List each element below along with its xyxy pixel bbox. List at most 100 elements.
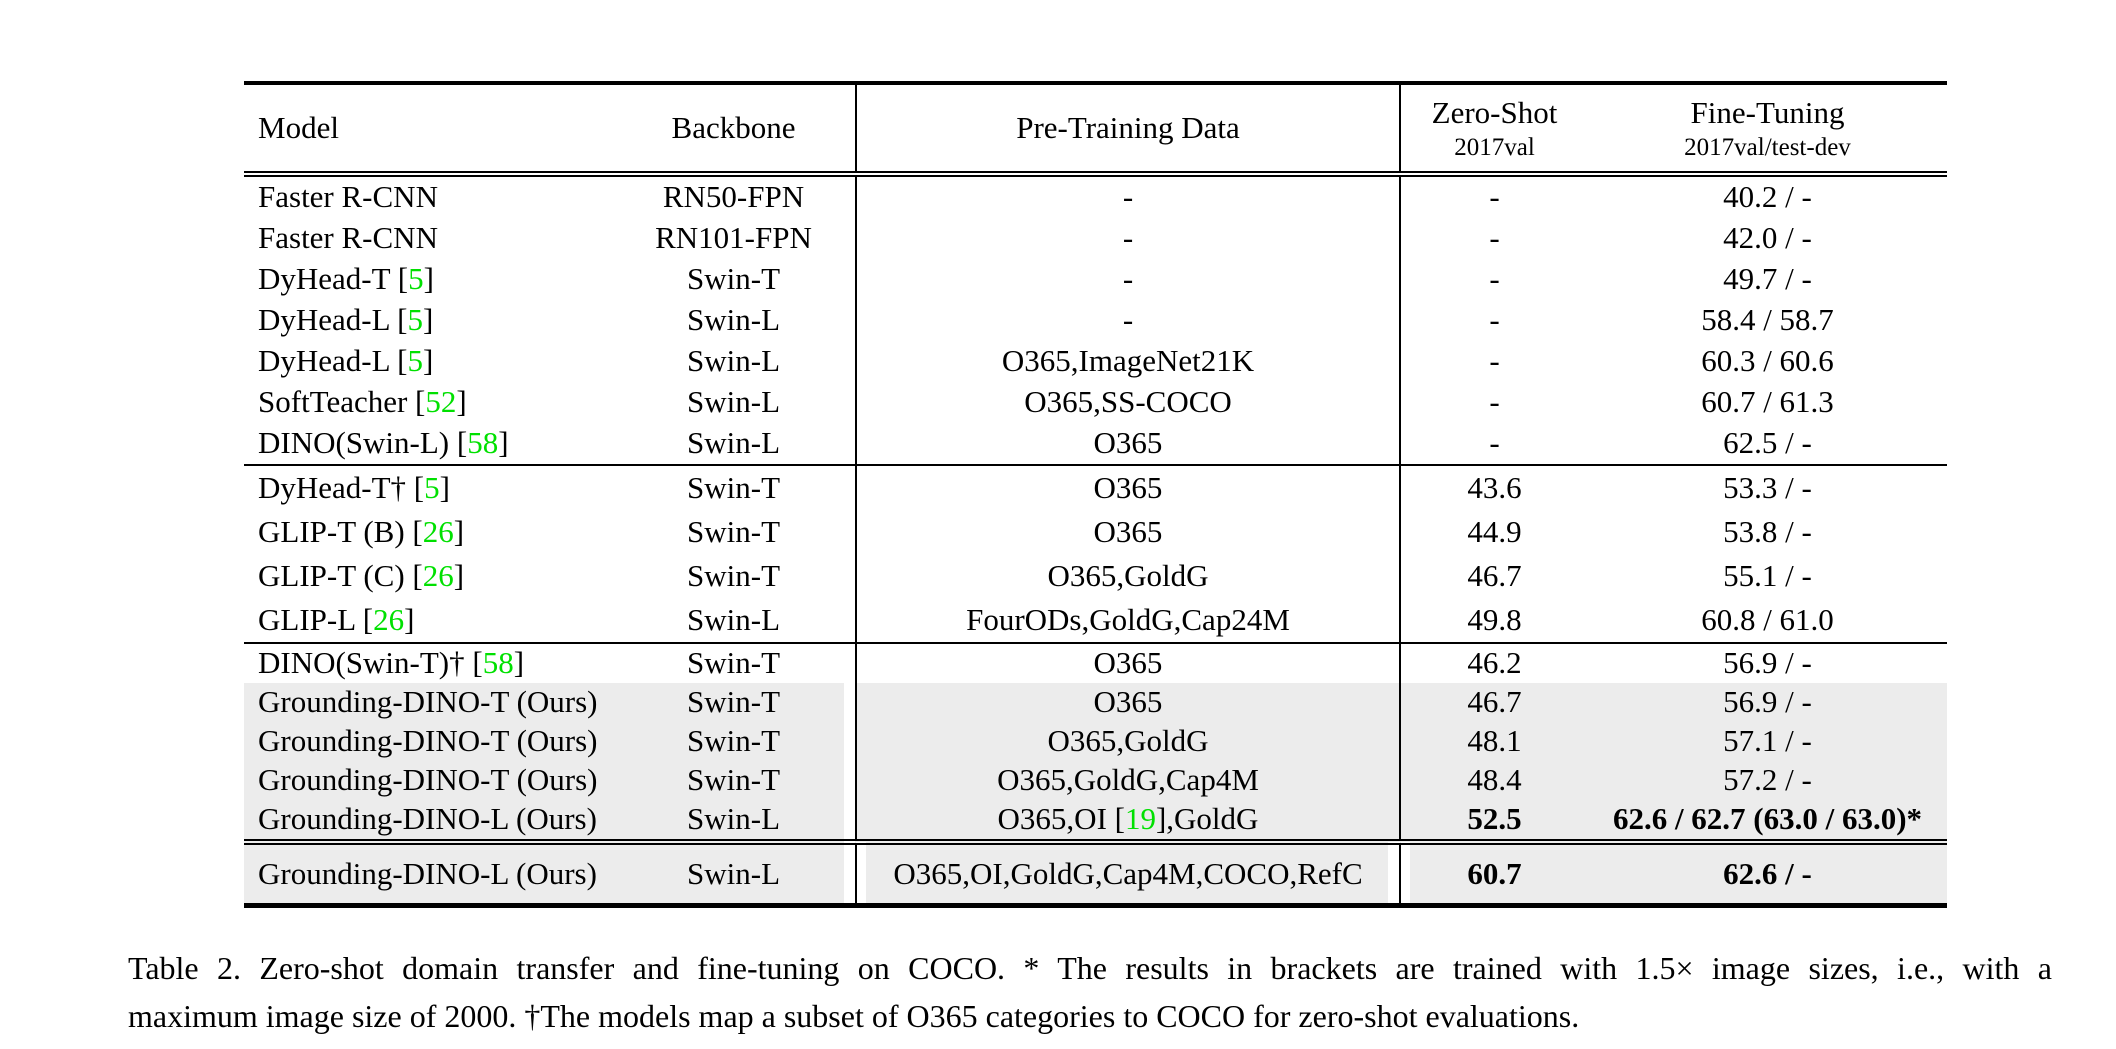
citation-link[interactable]: 26: [422, 557, 454, 593]
table-row: DyHead-T† [5] Swin-T O365 43.6 53.3 / -: [244, 465, 1947, 510]
backbone-cell: Swin-L: [687, 425, 780, 461]
table-row: GLIP-T (B) [26] Swin-T O365 44.9 53.8 / -: [244, 510, 1947, 554]
backbone-cell: Swin-L: [687, 343, 780, 379]
finetune-cell: 40.2 / -: [1723, 179, 1812, 215]
finetune-cell: 62.5 / -: [1723, 425, 1812, 461]
finetune-cell: 58.4 / 58.7: [1701, 302, 1834, 338]
model-cell: GLIP-T (B) [26]: [258, 513, 465, 549]
backbone-cell: Swin-T: [612, 683, 856, 722]
backbone-cell: Swin-T: [612, 722, 856, 761]
citation-link[interactable]: 5: [407, 302, 423, 338]
zeroshot-cell: -: [1399, 382, 1588, 423]
backbone-cell: Swin-T: [612, 761, 856, 800]
citation-link[interactable]: 5: [407, 343, 423, 379]
table-row: Grounding-DINO-T (Ours) Swin-T O365,GoldG,…: [244, 761, 1947, 800]
citation-link[interactable]: 5: [424, 469, 440, 505]
backbone-cell: Swin-T: [687, 557, 780, 593]
pretrain-cell: -: [855, 218, 1400, 259]
table-row: SoftTeacher [52] Swin-L O365,SS-COCO - 60.7 …: [244, 382, 1947, 423]
model-cell: GLIP-L [26]: [258, 601, 415, 637]
pretrain-cell: O365: [855, 423, 1400, 465]
zeroshot-cell: -: [1399, 341, 1588, 382]
model-cell: Grounding-DINO-L (Ours): [244, 842, 612, 906]
finetune-cell: 42.0 / -: [1723, 220, 1812, 256]
model-cell: Grounding-DINO-T (Ours): [244, 761, 612, 800]
zeroshot-cell: -: [1399, 259, 1588, 300]
zeroshot-cell: 44.9: [1399, 510, 1588, 554]
pretrain-cell: O365,SS-COCO: [855, 382, 1400, 423]
zeroshot-cell: 60.7: [1399, 842, 1588, 906]
table-row: DyHead-T [5] Swin-T - - 49.7 / -: [244, 259, 1947, 300]
table-row: Grounding-DINO-T (Ours) Swin-T O365,GoldG 4…: [244, 722, 1947, 761]
finetune-cell: 62.6 / -: [1588, 842, 1947, 906]
model-cell: DINO(Swin-T)† [58]: [258, 645, 525, 681]
finetune-cell: 56.9 / -: [1723, 645, 1812, 681]
caption-line-1: Table 2. Zero-shot domain transfer and f…: [128, 950, 2052, 986]
zeroshot-cell: -: [1399, 174, 1588, 218]
zeroshot-cell: 48.1: [1399, 722, 1588, 761]
backbone-cell: Swin-T: [687, 469, 780, 505]
table-group-grounding-dino: DINO(Swin-T)† [58] Swin-T O365 46.2 56.9 / -…: [244, 643, 1947, 842]
pretrain-cell: O365,GoldG: [855, 722, 1400, 761]
table-row: GLIP-L [26] Swin-L FourODs,GoldG,Cap24M 49.…: [244, 598, 1947, 643]
pretrain-cell: O365,OI,GoldG,Cap4M,COCO,RefC: [855, 842, 1400, 906]
finetune-cell: 60.7 / 61.3: [1701, 384, 1834, 420]
model-cell: Grounding-DINO-T (Ours): [244, 722, 612, 761]
finetune-cell: 60.8 / 61.0: [1701, 601, 1834, 637]
citation-link[interactable]: 26: [422, 513, 454, 549]
col-header-backbone: Backbone: [671, 109, 796, 145]
pretrain-cell: -: [855, 300, 1400, 341]
caption-line-2: maximum image size of 2000. †The models …: [128, 998, 1580, 1034]
table-row: Grounding-DINO-L (Ours) Swin-L O365,OI [19…: [244, 800, 1947, 842]
col-header-finetune-title: Fine-Tuning: [1690, 94, 1845, 130]
table-row: GLIP-T (C) [26] Swin-T O365,GoldG 46.7 55.1 …: [244, 554, 1947, 598]
table-row: DINO(Swin-T)† [58] Swin-T O365 46.2 56.9 / -: [244, 643, 1947, 683]
pretrain-cell: O365,OI [19],GoldG: [855, 800, 1400, 842]
backbone-cell: Swin-L: [612, 800, 856, 842]
model-cell: Grounding-DINO-T (Ours): [244, 683, 612, 722]
zeroshot-cell: 46.7: [1399, 554, 1588, 598]
header-row: Model Backbone Pre-Training Data Zero-Sh…: [244, 83, 1947, 174]
backbone-cell: RN50-FPN: [662, 179, 805, 215]
model-cell: DINO(Swin-L) [58]: [258, 425, 509, 461]
pretrain-cell: O365: [855, 465, 1400, 510]
finetune-cell: 53.8 / -: [1723, 513, 1812, 549]
zeroshot-cell: 52.5: [1399, 800, 1588, 842]
finetune-cell: 55.1 / -: [1723, 557, 1812, 593]
col-header-zeroshot-subtitle: 2017val: [1454, 133, 1535, 161]
model-cell: DyHead-T [5]: [258, 261, 434, 297]
zeroshot-cell: 46.7: [1399, 683, 1588, 722]
model-cell: DyHead-L [5]: [258, 302, 434, 338]
model-cell: GLIP-T (C) [26]: [258, 557, 465, 593]
citation-link[interactable]: 52: [425, 384, 457, 420]
model-cell: DyHead-T† [5]: [258, 469, 450, 505]
zeroshot-cell: -: [1399, 300, 1588, 341]
table-row: Faster R-CNN RN101-FPN - - 42.0 / -: [244, 218, 1947, 259]
citation-link[interactable]: 58: [467, 425, 499, 461]
zeroshot-cell: -: [1399, 218, 1588, 259]
finetune-cell: 62.6 / 62.7 (63.0 / 63.0)*: [1588, 800, 1947, 842]
finetune-cell: 53.3 / -: [1723, 469, 1812, 505]
citation-link[interactable]: 5: [408, 261, 424, 297]
table-header: Model Backbone Pre-Training Data Zero-Sh…: [244, 83, 1947, 174]
backbone-cell: Swin-L: [612, 842, 856, 906]
finetune-cell: 57.2 / -: [1588, 761, 1947, 800]
citation-link[interactable]: 26: [373, 601, 405, 637]
backbone-cell: Swin-T: [687, 261, 780, 297]
backbone-cell: Swin-T: [687, 513, 780, 549]
pretrain-cell: FourODs,GoldG,Cap24M: [855, 598, 1400, 643]
pretrain-cell: O365,GoldG,Cap4M: [855, 761, 1400, 800]
table-row: DyHead-L [5] Swin-L O365,ImageNet21K - 60.3 …: [244, 341, 1947, 382]
table-row: Grounding-DINO-T (Ours) Swin-T O365 46.7 56.…: [244, 683, 1947, 722]
citation-link[interactable]: 58: [482, 645, 514, 681]
model-cell: Faster R-CNN: [258, 179, 438, 215]
table-group-grounding-dino-full: Grounding-DINO-L (Ours) Swin-L O365,OI,Gol…: [244, 842, 1947, 906]
coco-results-table: Model Backbone Pre-Training Data Zero-Sh…: [244, 81, 1947, 908]
zeroshot-cell: 49.8: [1399, 598, 1588, 643]
zeroshot-cell: 46.2: [1399, 643, 1588, 683]
citation-link[interactable]: 19: [1124, 801, 1156, 837]
col-header-zeroshot: Zero-Shot 2017val: [1399, 83, 1588, 174]
col-header-zeroshot-title: Zero-Shot: [1431, 94, 1558, 130]
pretrain-cell: O365: [855, 643, 1400, 683]
backbone-cell: Swin-L: [687, 601, 780, 637]
